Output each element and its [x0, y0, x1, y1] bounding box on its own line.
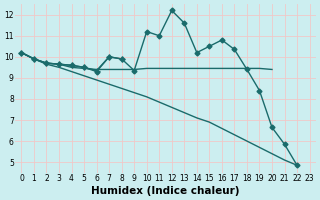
X-axis label: Humidex (Indice chaleur): Humidex (Indice chaleur) — [91, 186, 240, 196]
